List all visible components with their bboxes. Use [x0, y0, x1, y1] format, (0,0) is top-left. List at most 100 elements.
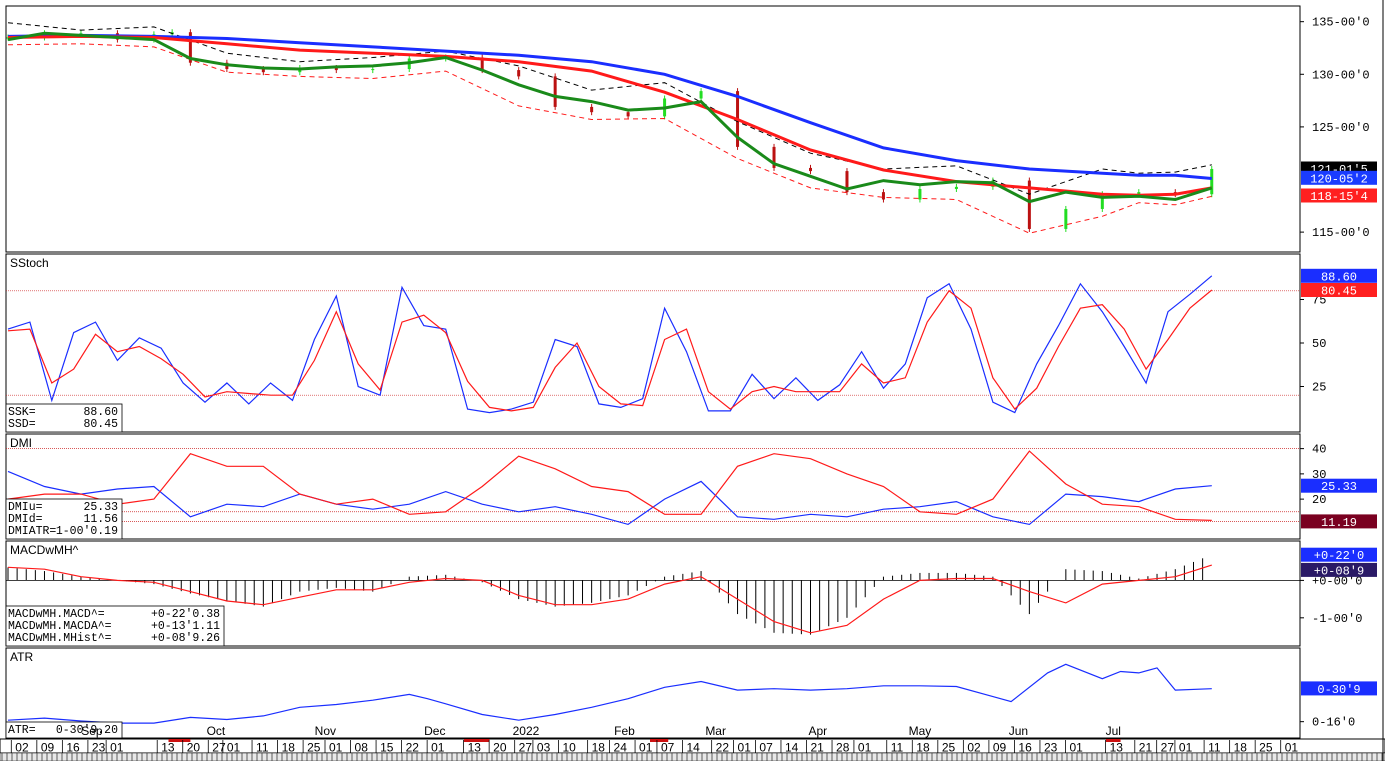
value-box-label: 88.60	[1321, 270, 1357, 284]
day-label: 09	[41, 741, 55, 755]
day-label: 01	[329, 741, 343, 755]
panel-frame	[5, 433, 1301, 540]
day-label: 13	[1110, 741, 1124, 755]
value-box-label: 25.33	[1321, 480, 1357, 494]
day-label: 01	[639, 741, 653, 755]
moving-average-line	[7, 33, 1212, 180]
readout-value: +0-08'9.26	[151, 632, 220, 645]
month-label: Oct	[207, 724, 226, 738]
day-label: 14	[686, 741, 700, 755]
readout-value: 1-00'0.19	[56, 525, 118, 538]
value-box-label: +0-08'9	[1314, 564, 1364, 578]
panel-dmi: 40 30 20 DMI 25.33 11.19 DMIu= 25.33 DMId= 11.56 D…	[5, 433, 1377, 540]
month-label: Jun	[1009, 724, 1028, 738]
day-label: 23	[1044, 741, 1058, 755]
indicator-line	[7, 289, 1213, 412]
indicator-line	[7, 275, 1213, 414]
readout-value: 25.33	[83, 501, 118, 514]
price-bar-body	[1064, 208, 1068, 229]
day-label: 01	[431, 741, 445, 755]
y-tick-label: 30	[1312, 468, 1326, 482]
moving-average-line	[7, 31, 1213, 204]
readout-box	[5, 605, 225, 647]
panel-price: 135-00'0130-00'0125-00'0115-00'0121-01'5…	[5, 5, 1377, 253]
panel-frame	[5, 647, 1301, 739]
month-label: Dec	[424, 724, 445, 738]
day-label: 20	[187, 741, 201, 755]
price-bar-body	[1100, 194, 1104, 209]
readout-key: ATR=	[8, 724, 36, 737]
panel-title: ATR	[10, 650, 33, 664]
axis-red-segment	[650, 739, 669, 742]
value-box-label: 80.45	[1321, 285, 1357, 299]
day-label: 18	[282, 741, 296, 755]
day-label: 16	[66, 741, 80, 755]
day-label: 27	[212, 741, 226, 755]
month-label: Mar	[705, 724, 726, 738]
value-box	[1301, 188, 1377, 203]
readout-key: DMIATR=	[8, 525, 56, 538]
price-bar-body	[1027, 180, 1031, 229]
price-bar-body	[261, 69, 265, 73]
day-label: 13	[161, 741, 175, 755]
panel-atr: 0-16'0 ATR 0-30'9 ATR= 0-30'9.20	[5, 647, 1377, 739]
month-label: Sep	[81, 724, 103, 738]
day-label: 08	[355, 741, 369, 755]
value-box	[1301, 478, 1377, 493]
day-label: 28	[836, 741, 850, 755]
value-box	[1301, 170, 1377, 185]
price-bar-body	[954, 186, 958, 189]
day-label: 02	[15, 741, 29, 755]
day-label: 11	[1208, 741, 1221, 755]
day-label: 01	[1179, 741, 1193, 755]
value-box-label: +0-22'0	[1314, 549, 1364, 563]
readout-key: SSD=	[8, 418, 36, 431]
readout-key: MACDwMH.MACD^=	[8, 608, 105, 621]
axis-red-segment	[168, 739, 191, 742]
day-label: 01	[227, 741, 241, 755]
panel-frame	[5, 253, 1301, 433]
day-label: 20	[493, 741, 507, 755]
price-bar-body	[371, 69, 375, 71]
readout-value: 11.56	[83, 513, 118, 526]
value-box	[1301, 268, 1377, 283]
day-label: 22	[406, 741, 420, 755]
moving-average-line	[7, 34, 1213, 197]
day-label: 03	[537, 741, 551, 755]
readout-key: SSK=	[8, 406, 36, 419]
price-bar-body	[6, 37, 10, 39]
price-bar-body	[845, 171, 849, 193]
day-label: 13	[468, 741, 482, 755]
price-bar-body	[1210, 168, 1214, 195]
indicator-line	[7, 450, 1212, 521]
price-bar-body	[480, 57, 484, 71]
day-label: 11	[256, 741, 269, 755]
day-label: 10	[562, 741, 576, 755]
day-label: 18	[1234, 741, 1248, 755]
day-label: 01	[110, 741, 124, 755]
month-label: May	[909, 724, 932, 738]
readout-value: +0-22'0.38	[151, 608, 220, 621]
day-label: 02	[967, 741, 981, 755]
month-label: Jul	[1106, 724, 1121, 738]
panel-title: DMI	[10, 436, 32, 450]
price-bar-body	[699, 91, 703, 99]
value-box	[1301, 547, 1377, 562]
day-label: 27	[1161, 741, 1175, 755]
day-label: 15	[380, 741, 394, 755]
envelope-band	[7, 43, 1212, 234]
day-label: 16	[1018, 741, 1032, 755]
price-bar-body	[553, 76, 557, 107]
value-box	[1301, 562, 1377, 577]
envelope-band	[7, 22, 1212, 195]
price-bar-body	[188, 32, 192, 63]
value-box-label: 120-05'2	[1310, 172, 1368, 186]
day-label: 14	[785, 741, 799, 755]
price-bar-body	[517, 70, 521, 77]
day-label: 24	[614, 741, 628, 755]
y-tick-label: 135-00'0	[1312, 16, 1370, 30]
value-box	[1301, 681, 1377, 696]
